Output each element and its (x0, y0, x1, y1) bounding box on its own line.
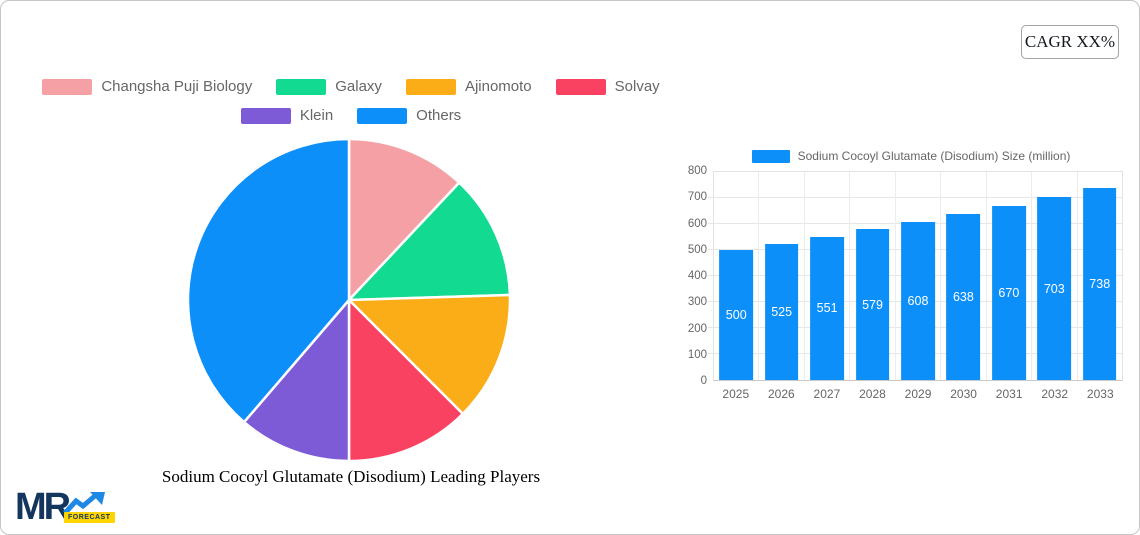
cagr-badge[interactable]: CAGR XX% (1021, 25, 1119, 59)
bar-value-label: 703 (1043, 281, 1065, 296)
pie-legend-row-1: Changsha Puji Biology Galaxy Ajinomoto Solv… (1, 78, 701, 95)
bar-2031[interactable]: 670 (991, 205, 1026, 380)
bar-category-cell-2031: 670 (987, 172, 1033, 380)
bar-2027[interactable]: 551 (810, 236, 844, 380)
legend-swatch-changsha-puji-biology (42, 78, 93, 95)
bar-chart-x-axis: 2025 2026 2027 2028 2029 2030 2031 2032 2033 (713, 387, 1123, 401)
bar-legend-swatch (751, 149, 790, 163)
legend-item-galaxy[interactable]: Galaxy (276, 78, 382, 95)
pie-legend-row-2: Klein Others (1, 107, 701, 124)
legend-label: Galaxy (335, 78, 382, 95)
pie-slice-ajinomoto[interactable] (347, 293, 512, 416)
y-tick-label: 200 (687, 322, 707, 335)
pie-slice-klein[interactable] (242, 298, 351, 463)
legend-label: Others (416, 107, 462, 124)
cagr-badge-label: CAGR XX% (1024, 32, 1116, 51)
y-tick-label: 0 (700, 375, 707, 387)
bar-2029[interactable]: 608 (901, 221, 935, 380)
bar-2030[interactable]: 638 (946, 214, 981, 380)
x-tick-label-2027: 2027 (813, 387, 841, 401)
bar-category-cell-2029: 608 (896, 172, 942, 380)
y-tick-label: 800 (687, 165, 707, 177)
y-tick-label: 400 (687, 270, 707, 282)
pie-chart (186, 137, 512, 463)
x-tick-label-2030: 2030 (950, 387, 977, 401)
y-tick-label: 500 (687, 243, 707, 256)
x-tick-label-2033: 2033 (1086, 387, 1114, 401)
x-tick-label-2028: 2028 (859, 387, 886, 401)
x-tick-label-2026: 2026 (767, 387, 795, 401)
legend-swatch-ajinomoto (405, 78, 456, 95)
bar-legend-label: Sodium Cocoyl Glutamate (Disodium) Size … (797, 149, 1071, 163)
bar-value-label: 608 (907, 293, 929, 308)
legend-swatch-solvay (555, 78, 606, 95)
bar-chart-y-axis: 0 100 200 300 400 500 600 700 800 (683, 165, 709, 387)
bar-value-label: 670 (998, 285, 1020, 300)
bar-value-label: 551 (816, 301, 838, 316)
bar-category-cell-2032: 703 (1032, 172, 1078, 380)
bar-category-cell-2025: 500 (714, 172, 760, 380)
bar-category-cell-2027: 551 (805, 172, 851, 380)
bar-chart-plot-area: 500 525 551 579 608 638 670 703 738 (708, 171, 1123, 381)
legend-label: Solvay (614, 78, 660, 95)
bar-2032[interactable]: 703 (1037, 197, 1072, 380)
bar-value-label: 738 (1089, 277, 1111, 292)
legend-label: Changsha Puji Biology (101, 78, 253, 95)
legend-item-klein[interactable]: Klein (240, 107, 334, 124)
x-tick-label-2025: 2025 (722, 387, 750, 401)
y-tick-label: 600 (687, 217, 707, 230)
y-tick-label: 700 (687, 191, 707, 204)
legend-label: Klein (299, 107, 334, 124)
bar-value-label: 638 (952, 290, 974, 305)
bar-2025[interactable]: 500 (719, 250, 754, 380)
bar-2033[interactable]: 738 (1082, 188, 1117, 380)
bar-category-cell-2028: 579 (850, 172, 896, 380)
legend-swatch-galaxy (276, 78, 327, 95)
bar-category-cell-2030: 638 (941, 172, 987, 380)
legend-swatch-others (357, 107, 408, 124)
y-tick-label: 100 (687, 348, 707, 361)
pie-slice-changsha-puji-biology[interactable] (347, 137, 461, 302)
x-tick-label-2031: 2031 (995, 387, 1023, 401)
bar-2026[interactable]: 525 (764, 243, 799, 380)
bar-chart: Sodium Cocoyl Glutamate (Disodium) Size … (683, 143, 1139, 409)
bar-value-label: 525 (771, 304, 793, 319)
mr-forecast-logo[interactable]: MR FORECAST (15, 486, 125, 529)
x-tick-label-2032: 2032 (1041, 387, 1069, 401)
pie-slice-solvay[interactable] (347, 298, 465, 463)
pie-slice-galaxy[interactable] (347, 181, 512, 302)
pie-chart-title: Sodium Cocoyl Glutamate (Disodium) Leadi… (161, 467, 541, 486)
x-tick-label-2029: 2029 (904, 387, 932, 401)
legend-label: Ajinomoto (464, 78, 532, 95)
bar-category-cell-2033: 738 (1078, 172, 1122, 380)
bar-chart-legend[interactable]: Sodium Cocoyl Glutamate (Disodium) Size … (683, 149, 1139, 163)
legend-swatch-klein (240, 107, 291, 124)
trend-arrow-icon (63, 492, 105, 515)
logo-mr-text: MR (15, 486, 71, 528)
legend-item-changsha-puji-biology[interactable]: Changsha Puji Biology (42, 78, 252, 95)
bar-value-label: 500 (725, 308, 747, 322)
legend-item-others[interactable]: Others (357, 107, 461, 124)
bar-category-cell-2026: 525 (759, 172, 805, 380)
bar-2028[interactable]: 579 (855, 229, 890, 380)
pie-slice-others[interactable] (186, 137, 351, 424)
legend-item-ajinomoto[interactable]: Ajinomoto (405, 78, 532, 95)
bar-value-label: 579 (862, 297, 883, 312)
logo-forecast-badge: FORECAST (64, 512, 115, 523)
y-tick-label: 300 (687, 296, 707, 309)
legend-item-solvay[interactable]: Solvay (555, 78, 660, 95)
